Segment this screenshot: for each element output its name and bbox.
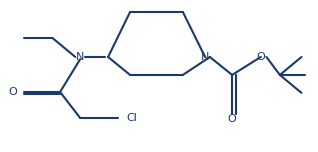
Text: O: O	[228, 114, 237, 124]
Text: O: O	[9, 87, 17, 97]
Text: O: O	[256, 52, 265, 62]
Text: N: N	[76, 52, 84, 62]
Text: N: N	[201, 52, 209, 62]
Text: Cl: Cl	[127, 113, 137, 123]
